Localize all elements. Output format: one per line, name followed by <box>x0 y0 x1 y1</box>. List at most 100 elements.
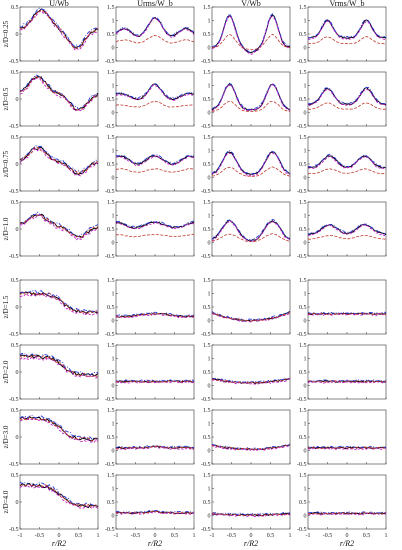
y-tick-label: -0.5 <box>9 254 19 260</box>
y-tick-label: 0.5 <box>299 162 307 168</box>
y-tick-label: 1 <box>112 214 115 220</box>
y-tick-label: 0.5 <box>11 408 19 414</box>
series-line-blue-dashdot <box>19 289 99 313</box>
y-tick-label: 1 <box>304 84 307 90</box>
y-tick-label: 0.5 <box>107 162 115 168</box>
series-line-red-dashed <box>307 380 387 383</box>
panel-frame <box>115 344 195 400</box>
series-line-black-solid <box>307 223 387 236</box>
x-tick-label: -1 <box>114 533 119 539</box>
series-line-red-dashed <box>115 100 195 108</box>
y-tick-label: 1 <box>208 487 211 493</box>
y-tick-label: 1.5 <box>107 70 115 76</box>
y-tick-label: -0.5 <box>9 189 19 195</box>
series-line-blue-dashdot <box>307 153 387 169</box>
series-line-red-dashed <box>211 33 291 51</box>
panel-u-row8 <box>19 474 99 530</box>
y-tick-label: 1 <box>208 214 211 220</box>
y-tick-label: 1 <box>112 84 115 90</box>
y-tick-label: -0.5 <box>105 462 115 468</box>
series-line-red-dashed <box>19 484 99 508</box>
y-tick-label: 1 <box>208 422 211 428</box>
y-tick-label: -0.5 <box>201 397 211 403</box>
y-tick-label: -0.5 <box>105 189 115 195</box>
y-tick-label: -0.5 <box>297 462 307 468</box>
y-tick-label: 1.5 <box>299 408 307 414</box>
panel-vrms-row2 <box>307 71 387 127</box>
y-tick-label: 0.5 <box>203 435 211 441</box>
series-line-red-dashed <box>116 445 195 450</box>
series-line-black-solid <box>211 14 291 54</box>
y-tick-label: 0 <box>304 514 307 520</box>
y-tick-label: 0 <box>16 162 19 168</box>
panel-frame <box>115 279 195 335</box>
y-tick-label: -0.5 <box>201 124 211 130</box>
y-tick-label: 1.5 <box>107 408 115 414</box>
x-axis-label: r/R2 <box>52 539 66 548</box>
y-tick-label: 0 <box>208 514 211 520</box>
series-line-magenta-dashed <box>307 20 387 41</box>
series-line-magenta-dashed <box>211 84 290 112</box>
x-tick-label: -0.5 <box>323 533 333 539</box>
y-tick-label: 0 <box>112 319 115 325</box>
panel-v-row5 <box>211 279 291 335</box>
y-tick-label: 1.5 <box>299 278 307 284</box>
y-tick-label: -0.5 <box>297 332 307 338</box>
panel-urms-row3 <box>115 136 195 192</box>
y-tick-label: 0.5 <box>203 370 211 376</box>
panel-frame <box>211 279 291 335</box>
series-line-red-dashed <box>211 378 291 384</box>
series-line-blue-dashdot <box>19 7 99 48</box>
y-tick-label: 1.5 <box>107 5 115 11</box>
series-line-magenta-dashed <box>115 84 195 101</box>
y-tick-label: 0 <box>208 111 211 117</box>
panel-urms-row4 <box>115 201 195 257</box>
series-line-blue-dashdot <box>307 19 387 39</box>
series-line-magenta-dashed <box>115 221 195 230</box>
y-tick-label: 0.5 <box>299 227 307 233</box>
series-line-blue-dashdot <box>115 220 195 228</box>
panel-frame <box>307 6 387 62</box>
y-tick-label: -0.5 <box>201 59 211 65</box>
y-tick-label: -0.5 <box>201 332 211 338</box>
y-tick-label: 1 <box>304 214 307 220</box>
y-tick-label: 0.5 <box>107 305 115 311</box>
series-line-blue-dashdot <box>211 13 290 53</box>
y-tick-label: 0.5 <box>11 343 19 349</box>
y-tick-label: 1.5 <box>203 343 211 349</box>
panel-frame <box>307 474 387 530</box>
panel-frame <box>19 201 99 257</box>
y-tick-label: 0.5 <box>11 278 19 284</box>
y-tick-label: 0 <box>16 32 19 38</box>
series-line-red-dashed <box>115 312 195 318</box>
y-tick-label: 0.5 <box>203 227 211 233</box>
series-line-red-dashed <box>211 311 291 322</box>
y-tick-label: -0.5 <box>9 527 19 533</box>
x-tick-label: -0.5 <box>35 533 45 539</box>
y-tick-label: 1.5 <box>203 473 211 479</box>
y-tick-label: 1 <box>304 487 307 493</box>
panel-v-row8 <box>211 474 291 530</box>
y-tick-label: 0 <box>112 514 115 520</box>
y-tick-label: 0 <box>112 449 115 455</box>
series-line-black-solid <box>211 151 291 175</box>
series-line-red-dashed <box>307 36 387 45</box>
y-tick-label: 1.5 <box>299 135 307 141</box>
y-tick-label: -0.5 <box>201 527 211 533</box>
y-tick-label: 1 <box>304 357 307 363</box>
y-tick-label: 0.5 <box>203 97 211 103</box>
series-line-blue-dashdot <box>115 16 195 37</box>
y-tick-label: 0.5 <box>203 32 211 38</box>
series-line-magenta-dashed <box>115 381 195 384</box>
series-line-blue-dashdot <box>115 509 195 514</box>
y-tick-label: 0.5 <box>107 97 115 103</box>
panel-frame <box>19 6 99 62</box>
series-line-red-dashed <box>115 380 195 383</box>
y-tick-label: -0.5 <box>105 397 115 403</box>
y-tick-label: 1.5 <box>299 200 307 206</box>
series-line-magenta-dashed <box>115 313 195 319</box>
series-line-red-dashed <box>307 168 387 175</box>
y-tick-label: 0 <box>112 111 115 117</box>
series-line-red-dashed <box>19 354 99 377</box>
series-line-magenta-dashed <box>211 312 291 323</box>
